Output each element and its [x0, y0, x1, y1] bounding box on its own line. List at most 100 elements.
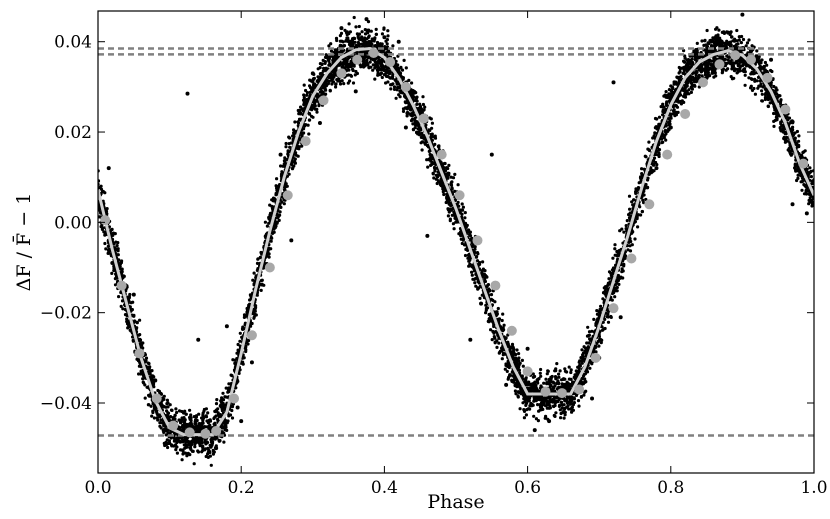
data-point: [345, 59, 349, 64]
data-point: [233, 361, 237, 365]
data-point: [590, 329, 594, 333]
data-point: [410, 81, 414, 85]
data-point: [682, 49, 686, 53]
data-point: [515, 348, 519, 352]
data-point: [793, 136, 797, 140]
data-point: [227, 389, 231, 394]
data-point: [705, 44, 709, 48]
data-point: [461, 208, 465, 212]
data-point: [292, 133, 296, 137]
data-point: [284, 141, 288, 146]
data-point: [542, 381, 546, 385]
data-point: [664, 90, 668, 94]
data-point: [433, 136, 438, 140]
data-point: [392, 85, 397, 89]
data-point: [510, 342, 515, 346]
data-point: [619, 275, 623, 279]
data-point: [221, 398, 226, 402]
data-point: [461, 205, 465, 209]
data-point: [657, 115, 662, 119]
data-point: [441, 190, 445, 194]
data-point: [265, 224, 269, 228]
data-point: [481, 260, 485, 264]
data-point: [652, 156, 657, 160]
data-point: [582, 345, 586, 349]
data-point: [346, 57, 350, 61]
data-point: [625, 219, 629, 223]
data-point: [369, 65, 373, 69]
data-point: [683, 60, 687, 64]
data-layer: [98, 12, 814, 467]
data-point: [522, 416, 527, 420]
data-point: [615, 285, 619, 290]
data-point: [102, 230, 106, 234]
data-point: [272, 230, 276, 234]
data-point: [501, 353, 505, 357]
data-point: [647, 148, 651, 152]
data-point: [695, 41, 699, 46]
data-point: [389, 87, 393, 91]
data-point: [636, 186, 641, 190]
data-point: [196, 450, 201, 454]
data-point: [214, 402, 219, 406]
data-point: [460, 202, 464, 206]
data-point: [651, 136, 655, 140]
data-point: [803, 149, 807, 153]
data-point: [506, 343, 510, 348]
data-point: [419, 128, 423, 132]
data-point: [517, 352, 521, 356]
data-point: [478, 296, 482, 300]
data-point: [597, 334, 602, 338]
data-point: [731, 66, 735, 70]
data-point: [173, 413, 177, 417]
data-point: [216, 411, 220, 415]
data-point: [159, 418, 163, 422]
data-point: [671, 86, 675, 91]
data-point: [424, 140, 428, 144]
data-point: [692, 49, 696, 53]
data-point: [284, 145, 288, 149]
data-point: [379, 68, 383, 72]
data-point: [778, 126, 782, 130]
data-point: [467, 264, 471, 268]
data-point: [724, 68, 728, 72]
data-point: [671, 112, 675, 116]
data-point: [397, 93, 401, 97]
data-point: [747, 38, 751, 42]
data-point: [667, 92, 671, 96]
data-point: [520, 358, 525, 362]
data-point: [351, 68, 355, 73]
data-point: [760, 92, 764, 96]
data-point: [335, 38, 339, 43]
data-point: [121, 274, 126, 278]
data-point: [760, 99, 764, 103]
data-point: [735, 67, 740, 72]
data-point: [760, 89, 764, 93]
data-point: [230, 374, 234, 378]
data-point: [252, 271, 256, 275]
data-point: [224, 423, 228, 428]
data-point: [227, 382, 231, 386]
data-point: [612, 290, 616, 294]
data-point: [315, 110, 319, 114]
data-point: [325, 78, 329, 82]
data-point: [626, 248, 630, 252]
data-point: [202, 415, 206, 419]
data-point: [521, 364, 525, 368]
data-point: [348, 30, 352, 34]
data-point: [674, 113, 679, 117]
data-point: [489, 293, 494, 297]
data-point: [588, 366, 592, 370]
data-point: [475, 255, 479, 259]
data-point: [758, 84, 762, 88]
data-point: [248, 298, 252, 302]
data-point: [528, 407, 532, 411]
data-point: [399, 66, 403, 70]
data-point: [363, 28, 367, 32]
data-point: [728, 40, 733, 44]
data-point: [680, 99, 684, 103]
data-point: [620, 267, 624, 271]
data-point: [288, 145, 292, 149]
data-point: [436, 144, 440, 148]
